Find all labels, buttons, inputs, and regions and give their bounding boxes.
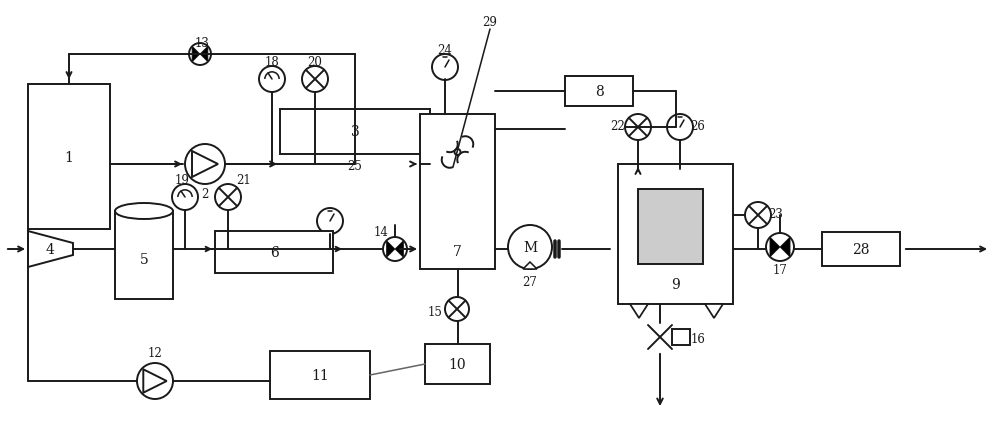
Polygon shape: [630, 304, 648, 318]
Bar: [280, 110, 430, 155]
Bar: [115, 212, 173, 299]
Text: 17: 17: [773, 263, 787, 276]
Text: 12: 12: [148, 347, 162, 359]
Text: 4: 4: [46, 243, 54, 256]
Bar: [822, 233, 900, 266]
Text: 23: 23: [769, 207, 783, 220]
Text: 5: 5: [140, 252, 148, 266]
Circle shape: [259, 67, 285, 93]
Ellipse shape: [115, 203, 173, 219]
Text: 7: 7: [453, 244, 462, 258]
Text: 15: 15: [428, 305, 442, 318]
Text: 22: 22: [611, 119, 625, 132]
Circle shape: [745, 203, 771, 228]
Polygon shape: [705, 304, 723, 318]
Text: 24: 24: [438, 43, 452, 56]
Circle shape: [445, 297, 469, 321]
Circle shape: [383, 237, 407, 261]
Text: 10: 10: [449, 357, 466, 371]
Text: 20: 20: [308, 55, 322, 68]
Circle shape: [317, 209, 343, 234]
Polygon shape: [143, 369, 167, 393]
Polygon shape: [192, 47, 200, 63]
Circle shape: [302, 67, 328, 93]
Text: 16: 16: [691, 333, 705, 346]
Text: 29: 29: [483, 15, 497, 28]
Text: 8: 8: [595, 85, 603, 99]
Text: 28: 28: [852, 243, 870, 256]
Text: 25: 25: [348, 160, 362, 173]
Text: 9: 9: [671, 277, 680, 291]
Circle shape: [455, 150, 461, 156]
Text: 2: 2: [201, 188, 209, 201]
Polygon shape: [192, 152, 218, 178]
Bar: [638, 190, 703, 264]
Polygon shape: [395, 241, 404, 258]
Bar: [420, 115, 495, 269]
Text: M: M: [523, 240, 537, 255]
Polygon shape: [770, 237, 780, 258]
Text: 13: 13: [195, 37, 209, 49]
Bar: [565, 77, 633, 107]
Text: 1: 1: [65, 150, 73, 164]
Bar: [270, 351, 370, 399]
Polygon shape: [780, 237, 790, 258]
Polygon shape: [200, 47, 208, 63]
Circle shape: [766, 233, 794, 261]
Text: 18: 18: [265, 55, 279, 68]
Circle shape: [215, 184, 241, 211]
Text: 19: 19: [175, 173, 189, 186]
Bar: [618, 165, 733, 304]
Circle shape: [432, 55, 458, 81]
Bar: [215, 231, 333, 273]
Polygon shape: [523, 262, 537, 269]
Text: 3: 3: [351, 125, 359, 139]
Bar: [425, 344, 490, 384]
Bar: [28, 85, 110, 230]
Text: 11: 11: [311, 368, 329, 382]
Text: 14: 14: [374, 225, 388, 238]
Polygon shape: [28, 231, 73, 267]
Polygon shape: [386, 241, 395, 258]
Circle shape: [508, 225, 552, 269]
Text: 6: 6: [270, 246, 278, 259]
Circle shape: [189, 44, 211, 66]
Circle shape: [667, 115, 693, 141]
Circle shape: [172, 184, 198, 211]
Circle shape: [625, 115, 651, 141]
Circle shape: [185, 144, 225, 184]
Text: 27: 27: [523, 275, 537, 288]
Bar: [672, 329, 690, 345]
Circle shape: [137, 363, 173, 399]
Text: 21: 21: [237, 173, 251, 186]
Text: 26: 26: [691, 119, 705, 132]
